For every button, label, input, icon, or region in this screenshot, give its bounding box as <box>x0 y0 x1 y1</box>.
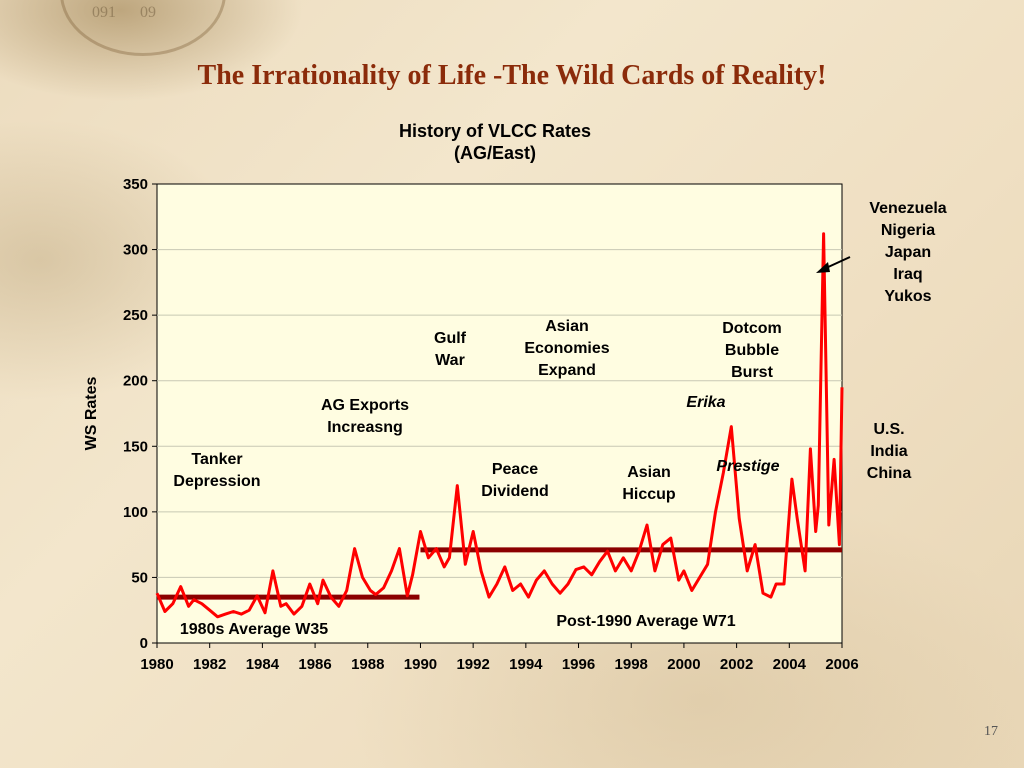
x-tick-label: 1986 <box>298 656 331 673</box>
x-tick-label: 1980 <box>140 656 173 673</box>
annotation-ag-exports: AG Exports Increasng <box>320 397 409 436</box>
y-tick-label: 50 <box>131 569 148 586</box>
compass-mark: 09 <box>140 4 156 21</box>
chart-title: History of VLCC Rates (AG/East) <box>340 120 650 164</box>
annotation-arrow <box>825 256 851 269</box>
annotation-gulf-war: Gulf War <box>434 330 466 369</box>
x-tick-label: 2004 <box>773 656 807 673</box>
x-tick-label: 1982 <box>193 656 226 673</box>
series-line <box>155 232 844 619</box>
annotation-asian-hiccup: Asian Hiccup <box>622 464 676 503</box>
page-number: 17 <box>984 724 998 739</box>
annotation-arrowhead <box>816 262 830 273</box>
x-tick-label: 1988 <box>351 656 384 673</box>
annotation-erika: Erika <box>686 394 726 411</box>
y-tick-label: 250 <box>123 307 148 324</box>
x-tick-label: 2006 <box>825 656 858 673</box>
annotation-asian-economies: Asian Economies Expand <box>524 318 610 379</box>
y-tick-label: 150 <box>123 438 148 455</box>
annotation-peace-dividend: Peace Dividend <box>481 461 549 500</box>
y-tick-label: 0 <box>140 635 148 652</box>
average-1980s-label: 1980s Average W35 <box>180 621 328 638</box>
y-axis-label: WS Rates <box>83 377 100 451</box>
y-tick-label: 200 <box>123 373 148 390</box>
annotation-prestige: Prestige <box>716 458 780 475</box>
x-tick-label: 1998 <box>615 656 648 673</box>
x-tick-label: 1990 <box>404 656 437 673</box>
chart-title-line: History of VLCC Rates <box>398 121 592 141</box>
annotation-dotcom: Dotcom Bubble Burst <box>722 320 782 381</box>
x-tick-label: 1992 <box>456 656 489 673</box>
x-tick-label: 1984 <box>246 656 280 673</box>
y-tick-label: 100 <box>123 504 148 521</box>
annotation-us-india-china: U.S. India China <box>866 421 912 482</box>
x-tick-label: 1996 <box>562 656 595 673</box>
y-tick-label: 350 <box>123 176 148 193</box>
slide-title: The Irrationality of Life -The Wild Card… <box>197 60 827 91</box>
y-tick-label: 300 <box>123 242 148 259</box>
x-tick-label: 1994 <box>509 656 543 673</box>
annotation-venezuela-group: Venezuela Nigeria Japan Iraq Yukos <box>869 200 947 305</box>
compass-mark: 091 <box>92 4 116 21</box>
x-tick-label: 2002 <box>720 656 753 673</box>
x-tick-label: 2000 <box>667 656 700 673</box>
plot-area <box>156 183 843 644</box>
chart-title-line: (AG/East) <box>453 143 536 163</box>
average-post1990-label: Post-1990 Average W71 <box>556 613 735 630</box>
annotation-tanker-depression: Tanker Depression <box>173 451 261 490</box>
